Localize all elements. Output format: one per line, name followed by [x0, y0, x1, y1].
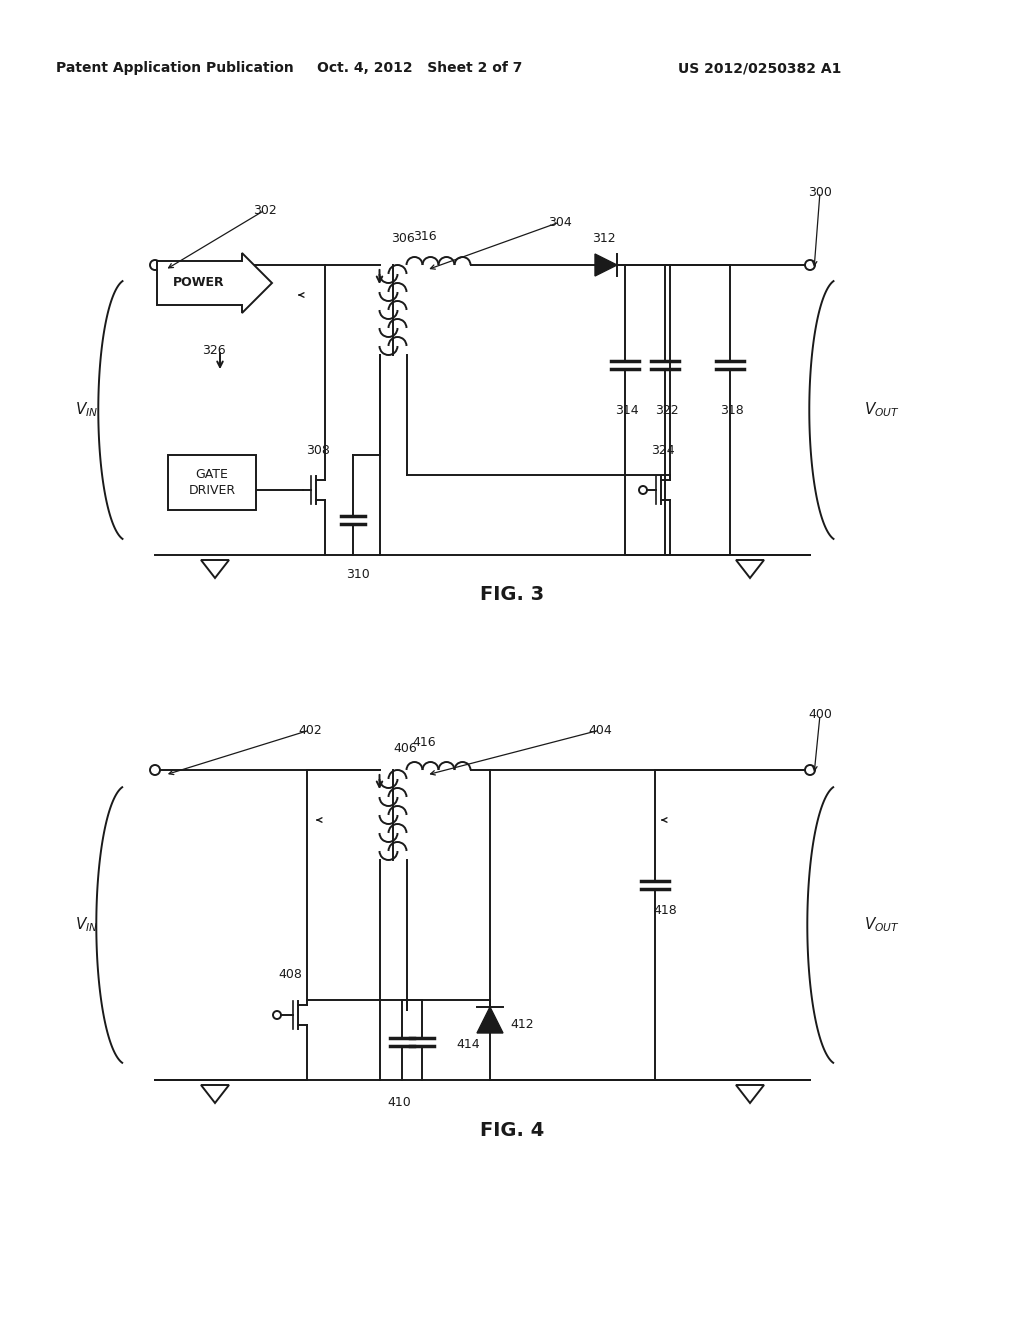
Polygon shape — [477, 1007, 503, 1034]
Text: 300: 300 — [808, 186, 831, 198]
Text: FIG. 3: FIG. 3 — [480, 586, 544, 605]
Polygon shape — [736, 1085, 764, 1104]
Text: 412: 412 — [510, 1019, 534, 1031]
Text: 304: 304 — [548, 215, 571, 228]
Text: 414: 414 — [456, 1039, 480, 1052]
Text: 408: 408 — [279, 969, 302, 982]
Text: 322: 322 — [655, 404, 679, 417]
Text: 406: 406 — [393, 742, 417, 755]
Text: Oct. 4, 2012   Sheet 2 of 7: Oct. 4, 2012 Sheet 2 of 7 — [317, 61, 522, 75]
Text: US 2012/0250382 A1: US 2012/0250382 A1 — [678, 61, 842, 75]
Text: $V_{OUT}$: $V_{OUT}$ — [864, 401, 900, 420]
Text: 310: 310 — [346, 569, 370, 582]
Polygon shape — [736, 560, 764, 578]
Text: 416: 416 — [413, 735, 436, 748]
Text: 318: 318 — [720, 404, 743, 417]
Polygon shape — [595, 253, 617, 276]
Text: $V_{IN}$: $V_{IN}$ — [76, 401, 98, 420]
Text: FIG. 4: FIG. 4 — [480, 1121, 544, 1139]
Bar — [168, 455, 256, 510]
Text: 316: 316 — [413, 231, 436, 243]
Text: $V_{IN}$: $V_{IN}$ — [76, 916, 98, 935]
Text: 404: 404 — [588, 723, 612, 737]
Text: 308: 308 — [306, 444, 330, 457]
Text: 418: 418 — [653, 903, 677, 916]
Text: 402: 402 — [298, 723, 322, 737]
Circle shape — [150, 766, 160, 775]
Text: 302: 302 — [253, 203, 276, 216]
Polygon shape — [157, 253, 272, 313]
Text: POWER: POWER — [173, 276, 225, 289]
Text: 312: 312 — [592, 231, 615, 244]
Circle shape — [150, 260, 160, 271]
Text: 306: 306 — [391, 231, 415, 244]
Text: 410: 410 — [388, 1096, 412, 1109]
Text: 326: 326 — [202, 343, 226, 356]
Circle shape — [639, 486, 647, 494]
Text: 400: 400 — [808, 709, 831, 722]
Text: 314: 314 — [615, 404, 639, 417]
Polygon shape — [201, 1085, 229, 1104]
Circle shape — [273, 1011, 281, 1019]
Text: GATE
DRIVER: GATE DRIVER — [188, 469, 236, 496]
Polygon shape — [201, 560, 229, 578]
Circle shape — [805, 766, 815, 775]
Text: Patent Application Publication: Patent Application Publication — [56, 61, 294, 75]
Text: 324: 324 — [651, 444, 675, 457]
Circle shape — [805, 260, 815, 271]
Text: $V_{OUT}$: $V_{OUT}$ — [864, 916, 900, 935]
